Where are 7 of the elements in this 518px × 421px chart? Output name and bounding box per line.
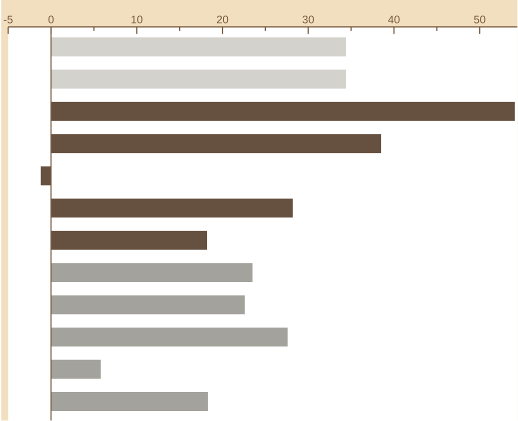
x-tick-label: 50	[474, 16, 486, 24]
x-tick-label: -5	[4, 16, 13, 24]
x-tick-label: 0	[48, 16, 54, 24]
x-tick-label: 30	[302, 16, 314, 24]
x-tick-label: 40	[388, 16, 400, 24]
x-tick-label: 20	[216, 16, 228, 24]
x-tick-label: 10	[132, 16, 142, 24]
